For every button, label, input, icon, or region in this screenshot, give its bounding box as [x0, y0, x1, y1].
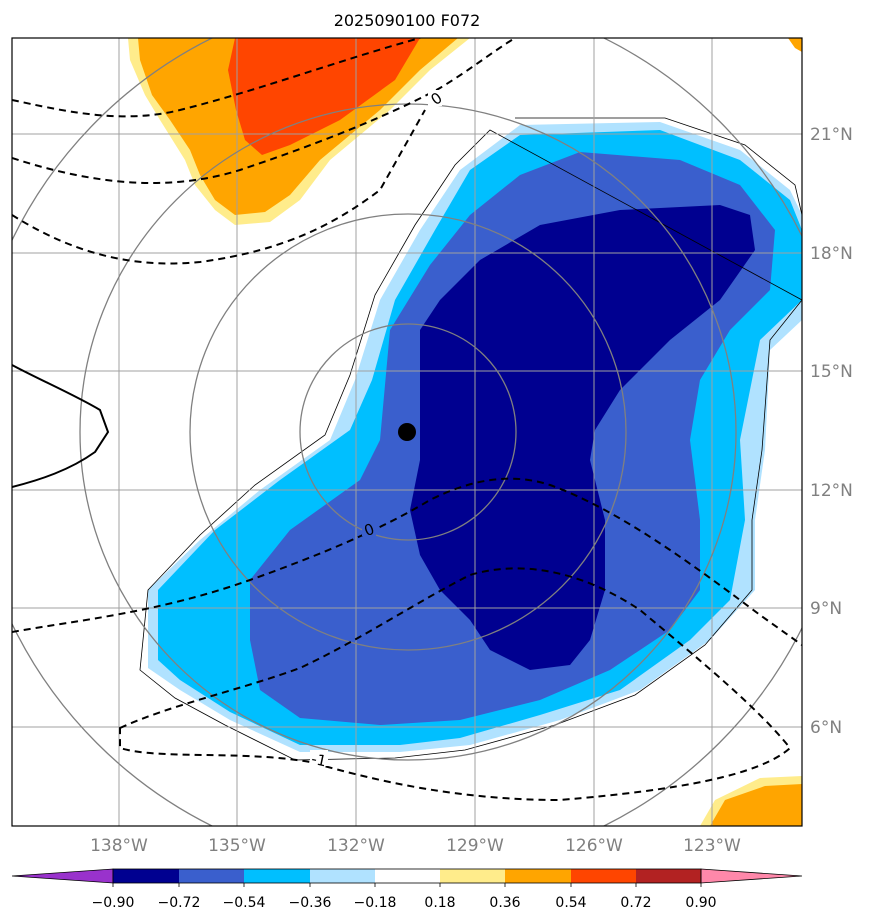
colorbar-swatch [179, 869, 244, 883]
colorbar-tick-label: 0.90 [685, 895, 716, 911]
colorbar-swatch [636, 869, 701, 883]
lon-label: 129°W [446, 836, 504, 856]
colorbar-swatch [113, 869, 179, 883]
colorbar-frame [112, 868, 702, 884]
lon-label: 132°W [327, 836, 385, 856]
colorbar-tick-label: −0.54 [223, 895, 266, 911]
contour-label: -1 [310, 750, 328, 771]
colorbar-tick-label: 0.36 [489, 895, 520, 911]
colorbar-extend-high [700, 868, 803, 884]
colorbar-swatch [310, 869, 375, 883]
contour-label-bg [310, 750, 328, 766]
lon-label: 138°W [90, 836, 148, 856]
lat-label: 18°N [810, 244, 853, 264]
colorbar-swatch [375, 869, 440, 883]
lon-label: 126°W [565, 836, 623, 856]
colorbar-tick-label: 0.54 [555, 895, 586, 911]
latitude-labels: 21°N 18°N 15°N 12°N 9°N 6°N [810, 125, 853, 738]
lat-label: 15°N [810, 362, 853, 382]
colorbar-tick-label: −0.90 [92, 895, 135, 911]
colorbar-swatch [244, 869, 310, 883]
lat-label: 9°N [810, 599, 842, 619]
storm-center-marker [398, 423, 416, 441]
map-frame [11, 37, 803, 827]
colorbar-swatch [571, 869, 636, 883]
colorbar-tick-label: 0.72 [620, 895, 651, 911]
anomaly-pos-topright-fill [788, 38, 802, 52]
lat-label: 12°N [810, 481, 853, 501]
colorbar-tick-label: −0.18 [354, 895, 397, 911]
graticule [12, 38, 802, 826]
solid-contour [12, 364, 110, 488]
anomaly-pos-0.72-fill [228, 38, 420, 155]
map-area: 0 0 -1 [12, 38, 802, 826]
colorbar-swatch [505, 869, 571, 883]
longitude-labels: 138°W 135°W 132°W 129°W 126°W 123°W [90, 836, 741, 856]
colorbar-extend-low [11, 868, 114, 884]
colorbar-tick-label: −0.36 [289, 895, 332, 911]
lat-label: 6°N [810, 718, 842, 738]
anomaly-outline [139, 117, 802, 761]
contour-label-bg [362, 520, 376, 536]
lon-label: 123°W [683, 836, 741, 856]
anomaly-neg-0.90-fill [410, 205, 755, 670]
lon-label: 135°W [208, 836, 266, 856]
figure-title: 2025090100 F072 [334, 11, 481, 30]
colorbar-ticks [112, 883, 702, 887]
colorbar: −0.90 −0.72 −0.54 −0.36 −0.18 0.18 0.36 … [11, 868, 803, 911]
lat-label: 21°N [810, 125, 853, 145]
contour-label-bg [428, 90, 442, 106]
colorbar-tick-label: 0.18 [424, 895, 455, 911]
colorbar-tick-label: −0.72 [158, 895, 201, 911]
colorbar-swatch [440, 869, 505, 883]
anomaly-pos-corner-inner-fill [710, 784, 802, 826]
dashed-contours [12, 38, 802, 802]
